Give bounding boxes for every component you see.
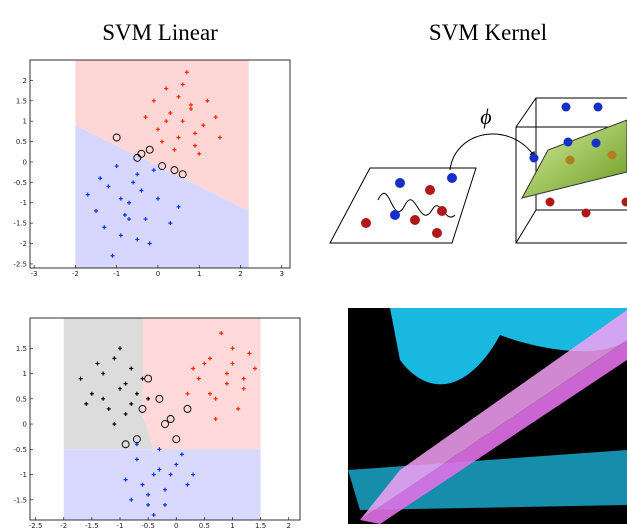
decision-region (64, 449, 261, 520)
x-tick-label: -2.5 (29, 522, 43, 530)
point (582, 209, 591, 218)
point (390, 210, 400, 220)
decision-region (64, 318, 154, 449)
y-tick-label: -1 (20, 199, 27, 207)
y-tick-label: 2 (23, 77, 27, 85)
point (361, 218, 371, 228)
y-tick-label: 0 (23, 421, 27, 429)
point (432, 228, 442, 238)
point (447, 173, 457, 183)
x-tick-label: -0.5 (141, 522, 155, 530)
x-tick-label: 0.5 (199, 522, 210, 530)
y-tick-label: 0.5 (16, 395, 27, 403)
y-tick-label: 0.5 (16, 138, 27, 146)
decision-region (143, 318, 261, 449)
page: {"columns": ["SVM Linear", "SVM Kernel"]… (0, 0, 627, 532)
x-tick-label: -1 (113, 270, 120, 278)
y-tick-label: 1.5 (16, 97, 27, 105)
point (566, 156, 575, 165)
mapping-label: ϕ (480, 104, 491, 129)
kernel-diagram (330, 98, 627, 243)
x-tick-label: -1.5 (85, 522, 99, 530)
point (437, 206, 447, 216)
scatter-chart: -3 -2 -1 0 1 2 3 -2.5 -2 -1.5 -1 -0.5 0 0.5 1 1.5 2 (13, 60, 290, 278)
x-tick-label: -2 (72, 270, 79, 278)
point (530, 154, 539, 163)
point (395, 178, 405, 188)
y-tick-label: -2 (20, 240, 27, 248)
point (425, 185, 435, 195)
y-tick-label: 1 (23, 370, 27, 378)
y-tick-label: -1.5 (13, 220, 27, 228)
render-3d (348, 308, 627, 524)
y-tick-label: -1.5 (13, 496, 27, 504)
x-tick-label: -1 (117, 522, 124, 530)
column-title: SVM Linear (102, 20, 218, 45)
x-tick-label: -3 (31, 270, 38, 278)
column-title: SVM Kernel (429, 20, 547, 45)
x-tick-label: 3 (280, 270, 284, 278)
x-tick-label: -2 (60, 522, 67, 530)
point (592, 139, 601, 148)
figure: SVM Linear SVM Kernel ϕ -3 -2 -1 (0, 0, 627, 532)
x-tick-label: 0 (156, 270, 160, 278)
mapping-arrow (450, 134, 535, 170)
y-tick-label: 0 (23, 158, 27, 166)
y-tick-label: 1 (23, 118, 27, 126)
x-tick-label: 1 (197, 270, 201, 278)
point (564, 138, 573, 147)
point (546, 198, 555, 207)
point (622, 198, 627, 207)
x-tick-label: 2 (238, 270, 242, 278)
y-tick-label: -0.5 (13, 179, 27, 187)
y-tick-label: -2.5 (13, 260, 27, 268)
point (594, 103, 603, 112)
y-tick-label: 1.5 (16, 345, 27, 353)
scatter-chart: -2.5 -2 -1.5 -1 -0.5 0 0.5 1 1.5 2 -1.5 -1 -0.5 0 0.5 1… (13, 318, 300, 530)
x-tick-label: 1.5 (255, 522, 266, 530)
x-tick-label: 0 (174, 522, 178, 530)
point (562, 103, 571, 112)
point (410, 215, 420, 225)
y-tick-label: -1 (20, 471, 27, 479)
point (608, 151, 617, 160)
y-tick-label: -0.5 (13, 446, 27, 454)
x-tick-label: 2 (287, 522, 291, 530)
x-tick-label: 1 (230, 522, 234, 530)
